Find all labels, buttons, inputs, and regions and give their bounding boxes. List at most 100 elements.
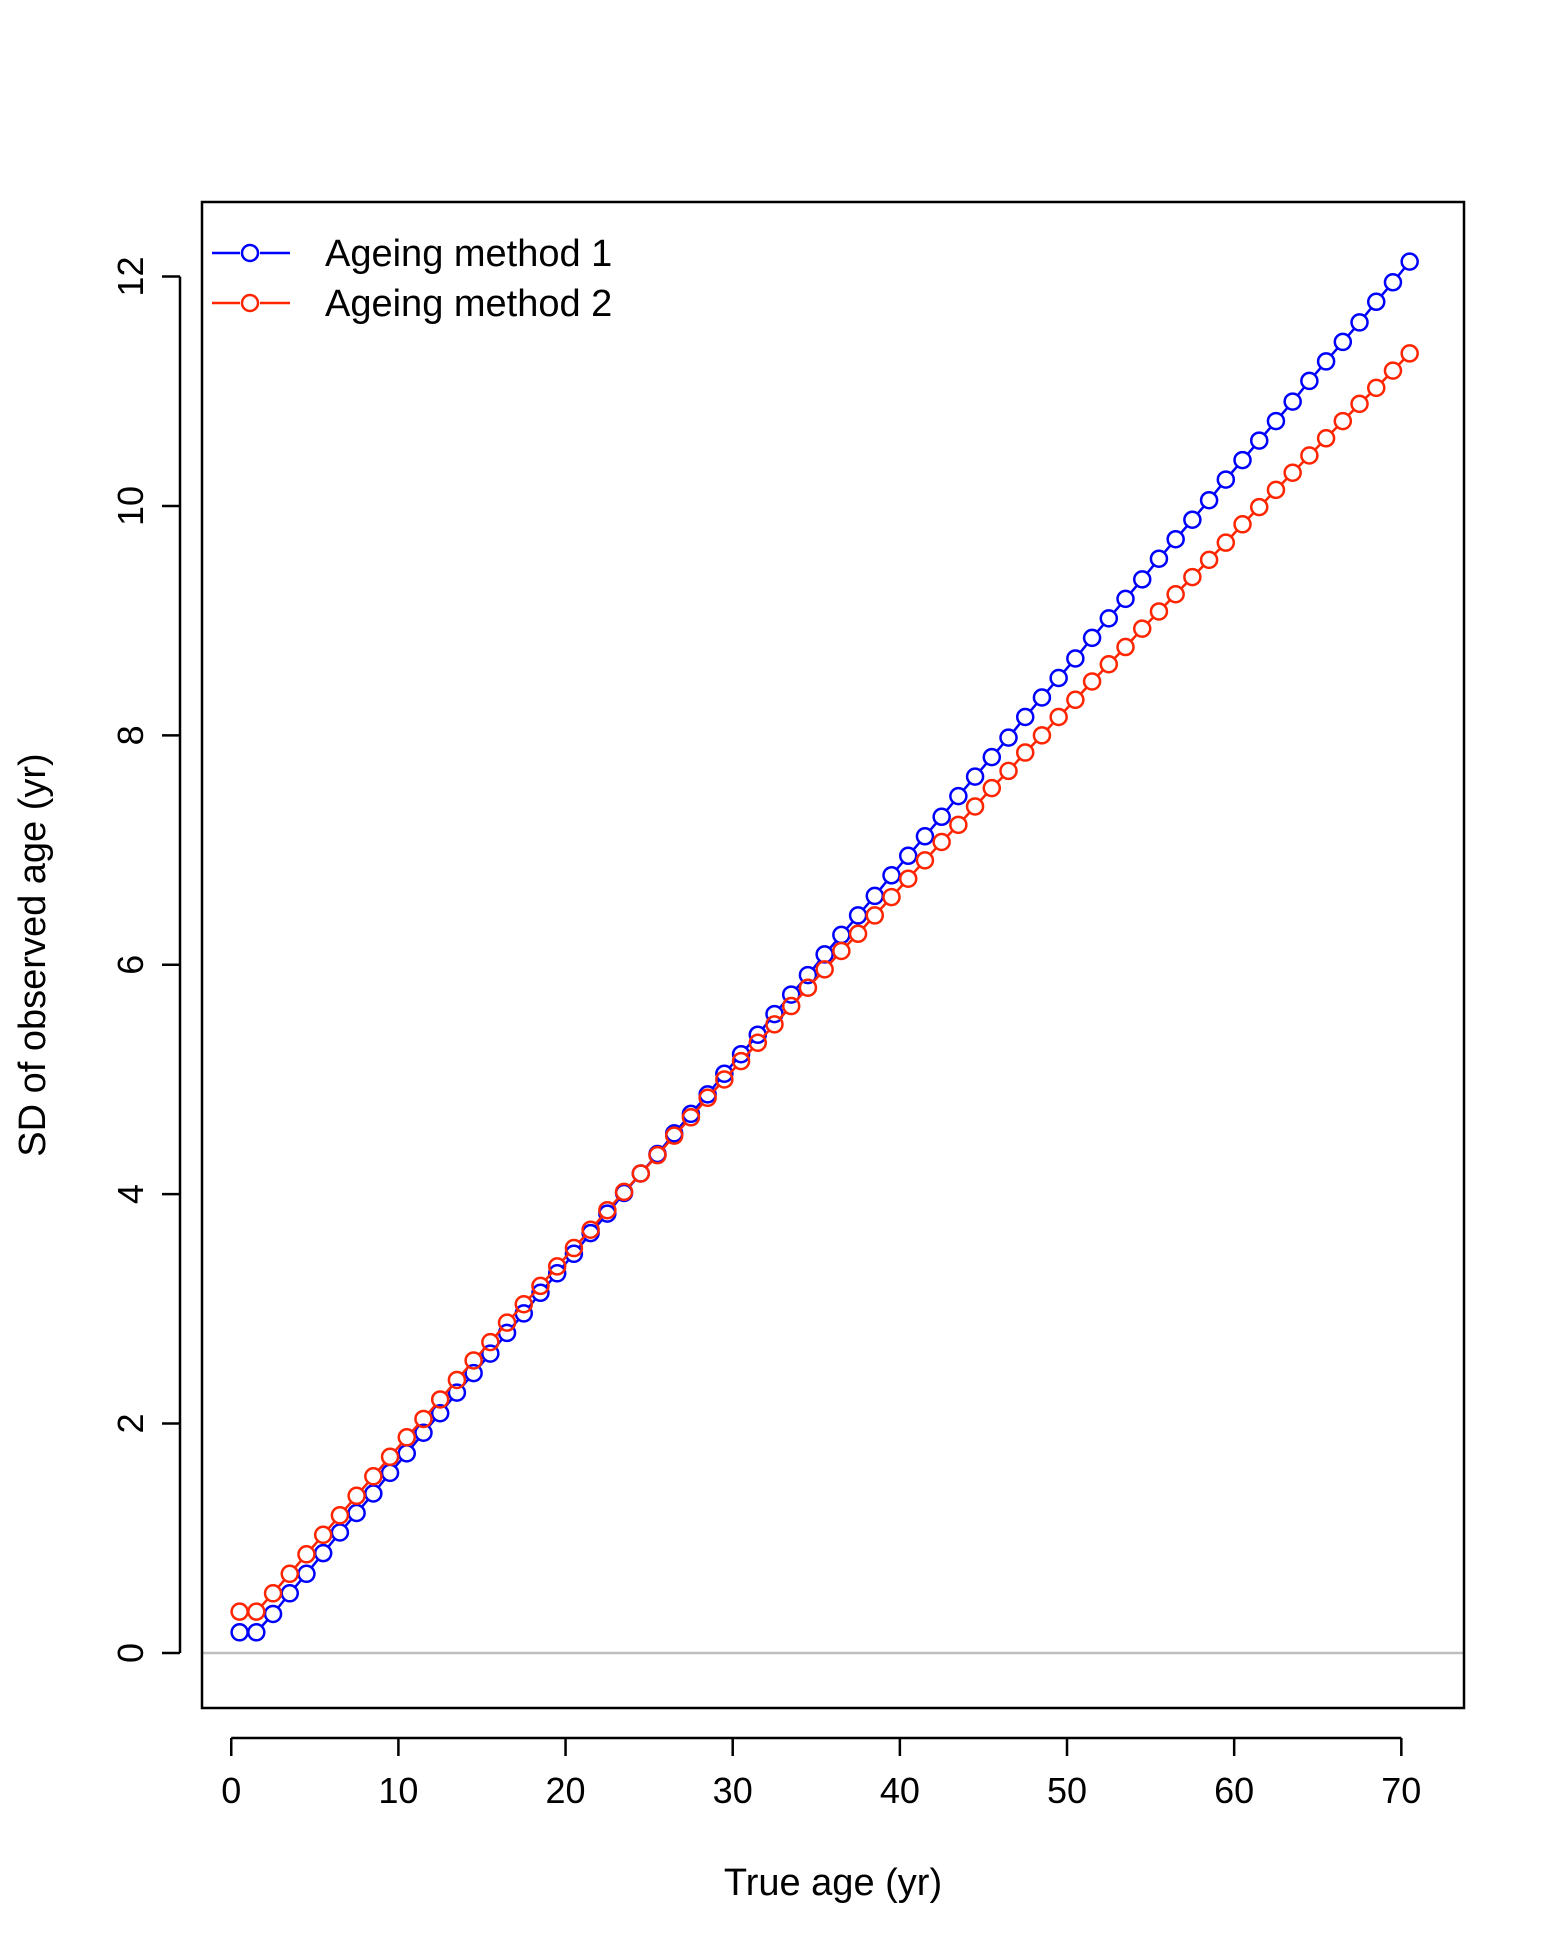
series-1-segment xyxy=(410,1438,420,1448)
legend-label: Ageing method 2 xyxy=(325,283,612,325)
series-2-segment xyxy=(478,1347,486,1356)
series-2-point xyxy=(1116,637,1135,657)
series-2-segment xyxy=(912,865,921,874)
x-tick-label: 40 xyxy=(880,1770,920,1811)
y-tick-label: 8 xyxy=(110,725,151,745)
series-1-segment xyxy=(1113,604,1122,614)
y-tick-label: 0 xyxy=(110,1643,151,1663)
series-2-segment xyxy=(628,1178,637,1187)
series-1-point xyxy=(1383,273,1403,292)
series-2-point xyxy=(898,869,918,888)
series-1-point xyxy=(397,1444,417,1463)
x-tick-label: 20 xyxy=(546,1770,586,1811)
series-2-point xyxy=(915,851,935,870)
series-1-point xyxy=(1015,707,1035,727)
series-2-segment xyxy=(1146,616,1155,624)
series-2-point xyxy=(698,1088,717,1108)
series-2-segment xyxy=(695,1103,704,1113)
series-2-point xyxy=(547,1257,567,1276)
series-1-segment xyxy=(996,742,1005,752)
y-axis-title: SD of observed age (yr) xyxy=(12,753,54,1156)
series-2-point xyxy=(882,887,901,907)
series-2-point xyxy=(715,1070,734,1089)
series-2-point xyxy=(949,815,968,835)
series-2-segment xyxy=(1197,564,1205,573)
series-2-point xyxy=(815,960,834,979)
series-2-segment xyxy=(929,847,938,856)
series-2-point xyxy=(1166,585,1185,604)
series-2-point xyxy=(1032,726,1052,745)
series-1-segment xyxy=(1230,465,1239,475)
y-tick-label: 12 xyxy=(110,257,151,297)
series-2-point xyxy=(832,941,851,961)
series-2-point xyxy=(1015,743,1035,762)
series-2-point xyxy=(1149,602,1169,621)
series-1-point xyxy=(865,886,885,906)
series-2-segment xyxy=(1297,460,1305,468)
series-1-point xyxy=(313,1543,333,1563)
series-2-point xyxy=(1066,690,1085,710)
series-2-segment xyxy=(427,1404,436,1414)
series-1-point xyxy=(1049,668,1068,688)
series-1-point xyxy=(230,1623,249,1642)
series-1-point xyxy=(364,1484,383,1503)
series-2-point xyxy=(1099,654,1119,674)
series-2-segment xyxy=(561,1253,570,1262)
series-1-point xyxy=(297,1564,316,1584)
series-1-segment xyxy=(862,901,871,911)
series-1-point xyxy=(882,866,901,885)
plot-frame xyxy=(200,200,1466,1710)
series-1-segment xyxy=(1280,406,1289,416)
series-2-segment xyxy=(511,1309,520,1318)
series-1-point xyxy=(781,985,801,1004)
series-2-point xyxy=(1266,480,1286,500)
series-2-segment xyxy=(712,1084,720,1093)
series-1-segment xyxy=(962,781,971,791)
series-1-point xyxy=(330,1523,350,1542)
series-1-point xyxy=(1300,371,1319,391)
x-axis-title: True age (yr) xyxy=(724,1862,942,1904)
series-1-point xyxy=(1400,252,1419,271)
series-2-point xyxy=(765,1015,784,1034)
series-2-segment xyxy=(310,1540,319,1550)
y-tick-label: 10 xyxy=(110,486,151,526)
series-1-point xyxy=(1116,589,1135,609)
series-2-point xyxy=(999,761,1018,781)
series-2-point xyxy=(414,1409,433,1429)
series-2-point xyxy=(364,1467,383,1486)
series-2-point xyxy=(280,1564,300,1584)
series-2-point xyxy=(230,1602,249,1621)
series-1-segment xyxy=(895,861,904,871)
series-2-point xyxy=(514,1295,534,1314)
series-2-segment xyxy=(1230,529,1239,538)
series-2-segment xyxy=(829,956,837,965)
series-2-point xyxy=(598,1200,617,1220)
series-2-segment xyxy=(762,1029,771,1038)
series-2-segment xyxy=(578,1234,587,1243)
series-2-point xyxy=(1082,672,1102,691)
x-tick-label: 30 xyxy=(713,1770,753,1811)
series-1-segment xyxy=(1096,623,1105,633)
series-1-segment xyxy=(878,880,888,891)
series-2-segment xyxy=(594,1215,604,1225)
x-tick-label: 70 xyxy=(1381,1770,1421,1811)
series-2-point xyxy=(681,1108,701,1127)
series-1-point xyxy=(280,1584,300,1603)
series-2-segment xyxy=(1012,757,1021,766)
series-1-segment xyxy=(344,1518,353,1528)
series-1-segment xyxy=(1129,584,1138,594)
series-2-point xyxy=(581,1220,600,1239)
series-1-segment xyxy=(1347,327,1356,337)
series-1-point xyxy=(1166,529,1185,549)
series-2-point xyxy=(531,1276,550,1296)
series-1-point xyxy=(832,925,851,945)
series-1-segment xyxy=(828,940,838,950)
series-1-point xyxy=(999,728,1018,747)
series-2-segment xyxy=(528,1290,537,1300)
legend-item-2: Ageing method 2 xyxy=(212,283,612,325)
series-2-point xyxy=(664,1126,684,1145)
series-2-point xyxy=(798,978,818,997)
series-2-segment xyxy=(277,1579,286,1589)
series-1-segment xyxy=(979,762,988,772)
